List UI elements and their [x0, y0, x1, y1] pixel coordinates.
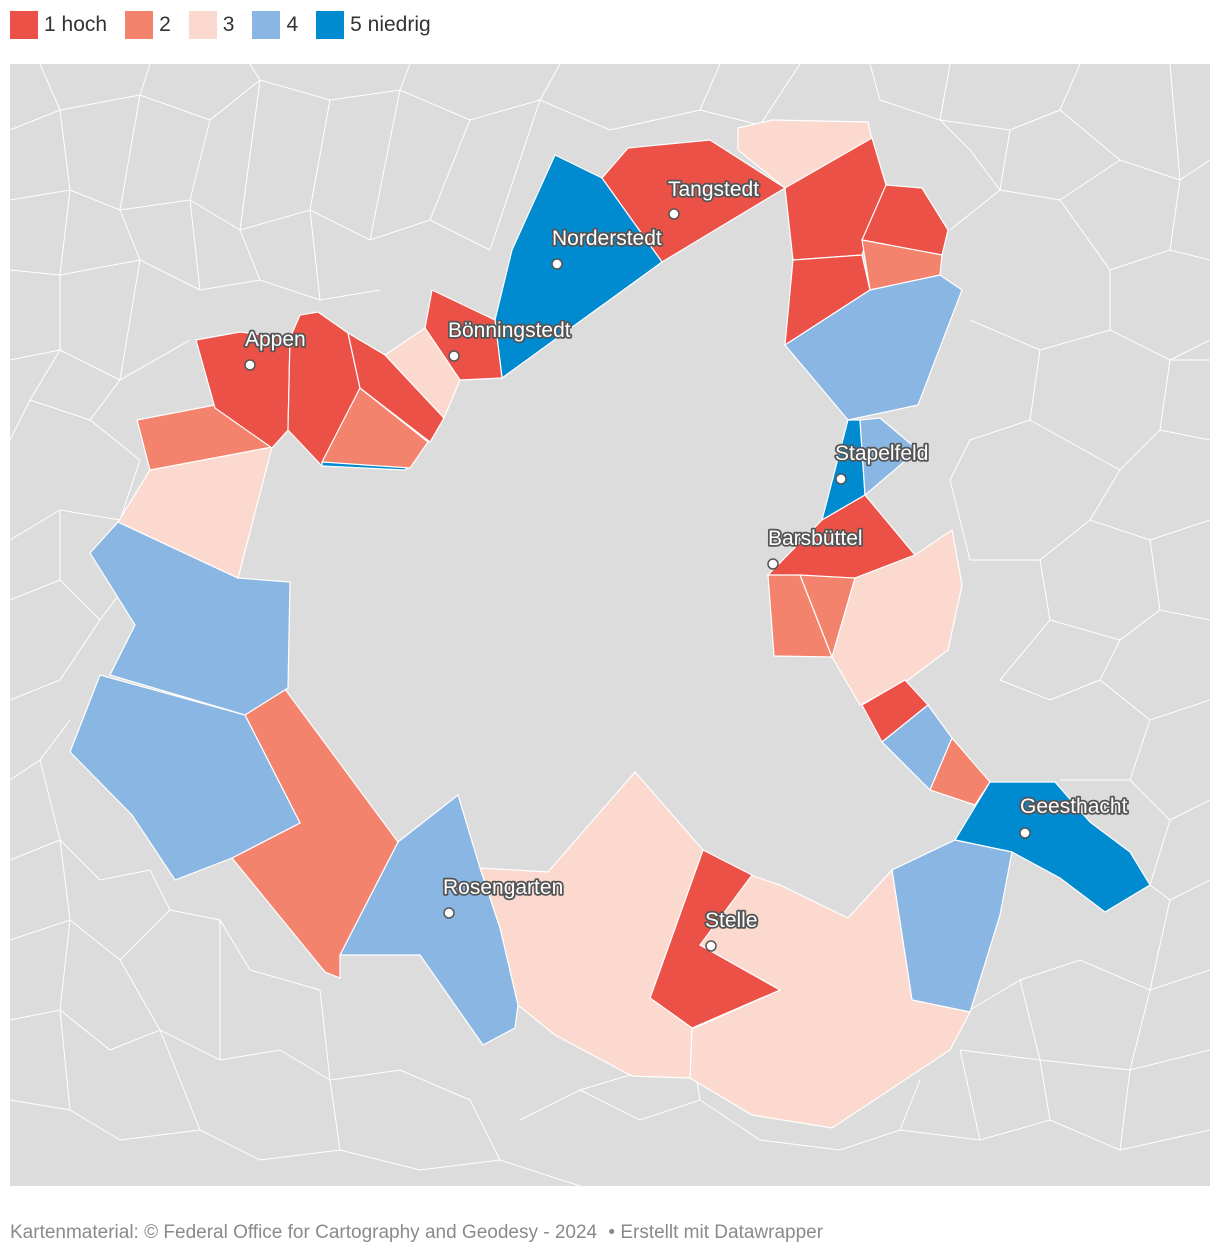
legend-swatch-3: [188, 11, 217, 39]
background-boundaries: [10, 64, 1210, 1186]
label-appen: Appen: [245, 328, 306, 351]
choropleth-map[interactable]: Tangstedt Norderstedt Bönningstedt Appen…: [10, 64, 1210, 1186]
marker-rosengarten[interactable]: [443, 907, 455, 919]
marker-tangstedt[interactable]: [668, 208, 680, 220]
legend-swatch-2: [125, 11, 154, 39]
legend-swatch-5: [316, 11, 345, 39]
marker-stapelfeld[interactable]: [835, 473, 847, 485]
place-labels: Tangstedt Norderstedt Bönningstedt Appen…: [243, 176, 1129, 934]
region-stapelfeld-east[interactable]: [859, 417, 919, 497]
legend-item-2: 2: [125, 11, 171, 39]
legend-label-3: 3: [222, 13, 235, 36]
marker-stelle[interactable]: [705, 940, 717, 952]
label-geesthacht: Geesthacht: [1020, 795, 1128, 818]
region-bonningstedt[interactable]: [424, 289, 503, 381]
legend-label-4: 4: [286, 13, 299, 36]
region-north-east-red-2[interactable]: [861, 184, 949, 256]
marker-appen[interactable]: [244, 359, 256, 371]
label-stapelfeld: Stapelfeld: [835, 442, 928, 465]
label-barsbuettel: Barsbüttel: [768, 527, 863, 550]
region-east-light[interactable]: [831, 528, 963, 706]
region-appen-south-salmon[interactable]: [321, 387, 429, 469]
marker-barsbuettel[interactable]: [767, 558, 779, 570]
marker-norderstedt[interactable]: [551, 258, 563, 270]
label-tangstedt: Tangstedt: [668, 178, 759, 201]
footer-credit[interactable]: • Erstellt mit Datawrapper: [608, 1222, 824, 1243]
region-rosengarten[interactable]: [339, 793, 519, 1046]
label-rosengarten: Rosengarten: [443, 876, 563, 899]
marker-geesthacht[interactable]: [1019, 827, 1031, 839]
legend-swatch-4: [252, 11, 281, 39]
footer: Kartenmaterial: © Federal Office for Car…: [10, 1222, 829, 1244]
label-bonningstedt: Bönningstedt: [448, 319, 571, 342]
marker-bonningstedt[interactable]: [448, 350, 460, 362]
legend-label-2: 2: [159, 13, 171, 36]
place-markers: [244, 208, 1031, 952]
legend-item-5: 5 niedrig: [316, 11, 431, 39]
region-bonningstedt-west-red[interactable]: [347, 331, 445, 443]
regions: [69, 119, 1151, 1129]
label-norderstedt: Norderstedt: [552, 227, 662, 250]
footer-source: Kartenmaterial: © Federal Office for Car…: [10, 1222, 598, 1243]
map-svg: Tangstedt Norderstedt Bönningstedt Appen…: [10, 64, 1210, 1186]
legend-item-1: 1 hoch: [10, 11, 107, 39]
legend-label-1: 1 hoch: [44, 13, 108, 36]
legend-item-4: 4: [252, 11, 298, 39]
label-stelle: Stelle: [705, 909, 758, 932]
legend: 1 hoch 2 3 4 5 niedrig: [10, 8, 449, 42]
legend-swatch-1: [10, 11, 38, 39]
region-south-west-blue[interactable]: [69, 674, 301, 881]
legend-label-5: 5 niedrig: [350, 13, 431, 36]
legend-item-3: 3: [188, 11, 235, 39]
